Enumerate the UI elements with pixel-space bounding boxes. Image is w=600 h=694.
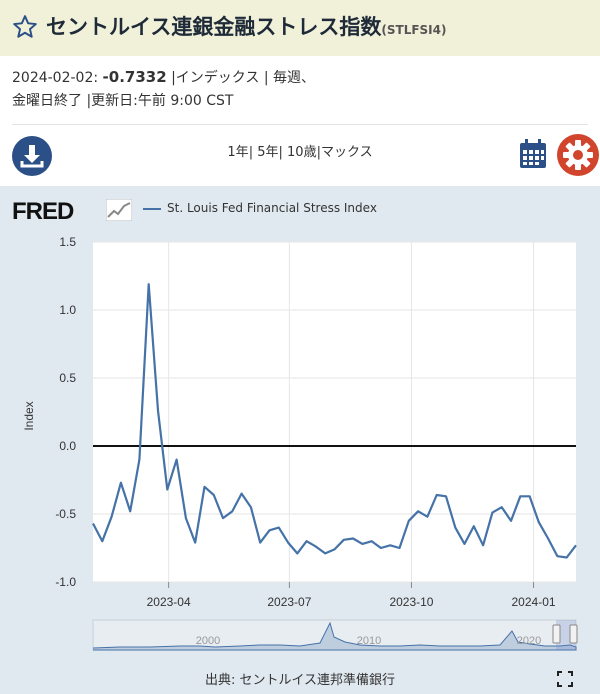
fullscreen-icon[interactable]	[557, 671, 573, 687]
x-tick-label: 2023-10	[389, 595, 433, 609]
meta-line-2: 金曜日終了 |更新日:午前 9:00 CST	[12, 93, 234, 109]
range-separator: |	[248, 145, 254, 160]
y-tick-label: 0.5	[59, 371, 76, 385]
series-code: (STLFSI4)	[381, 23, 447, 37]
legend-swatch	[143, 208, 161, 210]
observation-date: 2024-02-02:	[12, 70, 99, 86]
units-frequency: |インデックス | 毎週、	[171, 70, 316, 86]
range-1y[interactable]: 1年	[227, 145, 249, 160]
star-outline-icon[interactable]	[12, 14, 38, 40]
navigator-label: 2010	[357, 635, 381, 647]
gear-icon[interactable]	[557, 134, 599, 176]
download-icon	[20, 145, 44, 168]
navigator-handle-right[interactable]	[569, 624, 578, 644]
observation-value: -0.7332	[102, 68, 167, 86]
page-title: セントルイス連銀金融ストレス指数(STLFSI4)	[46, 11, 446, 41]
plot-area	[93, 242, 576, 582]
y-tick-label: -1.0	[55, 575, 76, 589]
series-line	[92, 283, 577, 559]
source-note: 出典: セントルイス連邦準備銀行	[204, 673, 396, 688]
x-tick-label: 2024-01	[512, 595, 556, 609]
y-tick-label: 1.0	[59, 303, 76, 317]
navigator-handle-left[interactable]	[552, 624, 561, 644]
date-range-selector: 1年| 5年| 10歳|マックス	[0, 141, 600, 160]
download-button[interactable]	[12, 136, 52, 176]
range-max[interactable]: マックス	[320, 145, 373, 160]
range-10y[interactable]: 10歳	[287, 145, 317, 160]
y-tick-label: -0.5	[55, 507, 76, 521]
range-separator: |	[278, 145, 283, 160]
y-tick-label: 1.5	[59, 235, 76, 249]
navigator[interactable]: 2000 2010 2020	[92, 619, 578, 651]
meta-line-1: 2024-02-02: -0.7332 |インデックス | 毎週、	[12, 66, 572, 90]
x-tick-label: 2023-04	[147, 595, 191, 609]
navigator-label: 2000	[196, 635, 220, 647]
range-separator: |	[316, 145, 321, 160]
calendar-icon[interactable]	[519, 139, 547, 169]
x-tick-label: 2023-07	[267, 595, 311, 609]
series-meta: 2024-02-02: -0.7332 |インデックス | 毎週、 金曜日終了 …	[12, 66, 572, 113]
y-tick-label: 0.0	[59, 439, 76, 453]
line-chart: 1.5 1.0 0.5 0.0 -0.5 -1.0 2023-04 2023-07 2023-…	[22, 235, 578, 651]
fred-logo[interactable]: FRED	[12, 198, 74, 225]
title-bar: セントルイス連銀金融ストレス指数(STLFSI4)	[0, 0, 600, 56]
divider	[12, 124, 588, 125]
fred-chart-logo-icon	[106, 199, 132, 221]
range-5y[interactable]: 5年	[257, 145, 279, 160]
navigator-series	[92, 621, 577, 651]
y-axis-label: Index	[22, 401, 36, 430]
navigator-label: 2020	[517, 635, 541, 647]
series-title: セントルイス連銀金融ストレス指数	[46, 15, 382, 39]
legend-label: St. Louis Fed Financial Stress Index	[167, 201, 377, 215]
